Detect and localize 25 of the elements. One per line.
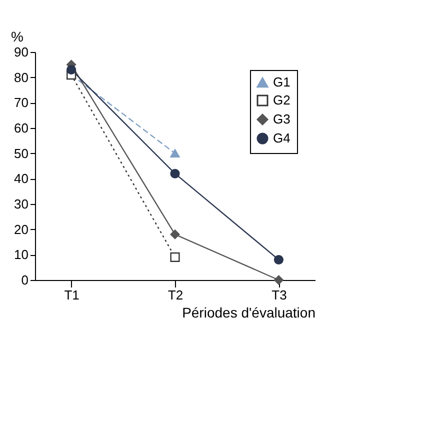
legend-label: G3 xyxy=(273,112,290,126)
legend-label: G1 xyxy=(273,74,290,90)
point xyxy=(170,230,180,240)
y-tick-label: 30 xyxy=(14,196,28,212)
point xyxy=(66,64,76,75)
x-tick-label: T1 xyxy=(64,288,80,302)
point xyxy=(274,254,284,265)
y-tick-label: 90 xyxy=(14,44,28,60)
legend-label: G2 xyxy=(273,92,290,108)
y-tick-label: 80 xyxy=(14,70,28,85)
point xyxy=(170,168,180,178)
y-axis-title: % xyxy=(11,28,24,44)
x-axis-title: Périodes d'évaluation xyxy=(182,304,316,320)
y-tick-label: 20 xyxy=(14,222,28,237)
y-tick-label: 10 xyxy=(14,247,28,262)
legend-label: G4 xyxy=(273,130,290,146)
y-tick-label: 50 xyxy=(14,146,28,161)
y-tick-label: 40 xyxy=(14,171,28,186)
point xyxy=(274,275,284,285)
x-tick-label: T2 xyxy=(168,288,184,302)
y-tick-label: 70 xyxy=(14,95,28,110)
point xyxy=(170,252,180,262)
y-tick-label: 60 xyxy=(14,120,28,136)
y-tick-label: 0 xyxy=(21,272,28,288)
x-tick-label: T3 xyxy=(272,288,287,302)
